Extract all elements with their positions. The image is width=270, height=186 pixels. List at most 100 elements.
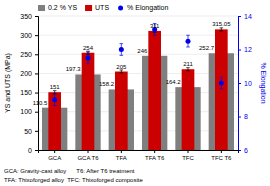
tick-label: 14 bbox=[244, 13, 252, 20]
tick: 8 bbox=[238, 113, 248, 120]
legend: 0.2 % YSUTS% Elongation bbox=[38, 4, 168, 12]
data-label: 164.2 bbox=[166, 79, 182, 85]
tick-mark bbox=[188, 150, 189, 153]
caption: GCA: Gravity-cast alloy T6: After T6 tre… bbox=[4, 168, 135, 174]
data-label: 158.2 bbox=[99, 81, 115, 87]
tick: 10 bbox=[238, 80, 252, 87]
tick: 100 bbox=[20, 108, 38, 115]
tick: TFA T6 bbox=[145, 150, 165, 161]
tick-label: GCA bbox=[48, 155, 61, 161]
data-label: 205 bbox=[116, 64, 127, 70]
grid-line bbox=[38, 73, 238, 74]
grid-line bbox=[38, 35, 238, 36]
tick-label: TFA T6 bbox=[145, 155, 165, 161]
error-bar bbox=[186, 35, 190, 47]
tick: 0 bbox=[28, 147, 38, 154]
error-bar bbox=[53, 91, 57, 94]
data-label: 211 bbox=[183, 61, 193, 67]
tick: 6 bbox=[238, 147, 248, 154]
data-label: 110.5 bbox=[33, 100, 48, 106]
tick: 14 bbox=[238, 13, 252, 20]
bar bbox=[182, 69, 195, 150]
tick-label: 0 bbox=[28, 147, 32, 154]
tick: GCA bbox=[48, 150, 61, 161]
data-label: 252.7 bbox=[199, 45, 215, 51]
bar-series bbox=[48, 29, 227, 150]
tick: TFA bbox=[116, 150, 127, 161]
tick-label: GCA T6 bbox=[77, 155, 99, 161]
y-axis-title: YS and UTS (MPa) bbox=[4, 53, 12, 113]
legend-label: % Elongation bbox=[127, 4, 168, 12]
tick-mark bbox=[238, 83, 241, 84]
tick-mark bbox=[35, 150, 38, 151]
tick: 150 bbox=[20, 89, 38, 96]
bar bbox=[148, 31, 161, 150]
error-bars bbox=[53, 24, 223, 106]
tick-mark bbox=[35, 93, 38, 94]
grid bbox=[38, 16, 238, 150]
y2-axis-title: % Elongation bbox=[259, 62, 267, 103]
tick: GCA T6 bbox=[77, 150, 99, 161]
tick-mark bbox=[121, 150, 122, 153]
data-label: 254 bbox=[83, 45, 94, 51]
bar-series bbox=[42, 53, 234, 150]
tick-mark bbox=[221, 150, 222, 153]
error-bar bbox=[120, 70, 124, 73]
error-bar bbox=[186, 68, 190, 71]
bar bbox=[215, 29, 228, 150]
tick-mark bbox=[154, 150, 155, 153]
tick-label: 300 bbox=[20, 32, 32, 39]
tick-label: 6 bbox=[244, 147, 248, 154]
data-labels: 110.5197.3158.2246164.2252.7151254205311… bbox=[33, 21, 231, 105]
data-label: 315.05 bbox=[212, 21, 231, 27]
bar bbox=[82, 53, 95, 150]
tick: TFC bbox=[182, 150, 194, 161]
tick-mark bbox=[35, 16, 38, 17]
axis-line bbox=[35, 17, 39, 151]
grid-line bbox=[38, 92, 238, 93]
tick-mark bbox=[238, 117, 241, 118]
x-axis: GCA GCA T6 TFA TFA T6 TFC TFC T6 bbox=[39, 150, 239, 161]
tick-mark bbox=[54, 150, 55, 153]
point-series bbox=[52, 27, 224, 102]
data-label: 246 bbox=[137, 48, 148, 54]
data-label: 151 bbox=[50, 84, 61, 90]
tick-label: 10 bbox=[244, 80, 252, 87]
tick-label: 12 bbox=[244, 46, 252, 53]
tick: 200 bbox=[20, 70, 38, 77]
error-bar bbox=[220, 77, 224, 89]
legend-swatch bbox=[85, 5, 92, 11]
y2-axis: 6 8 10 12 14 bbox=[238, 13, 252, 154]
tick-label: 350 bbox=[20, 13, 32, 20]
tick-label: TFA bbox=[116, 155, 127, 161]
axis-line bbox=[239, 17, 242, 151]
tick-mark bbox=[238, 16, 241, 17]
tick: 12 bbox=[238, 46, 252, 53]
tick-mark bbox=[35, 112, 38, 113]
tick-label: 250 bbox=[20, 51, 32, 58]
bar bbox=[48, 92, 61, 150]
legend-item: % Elongation bbox=[118, 4, 168, 12]
tick-mark bbox=[35, 131, 38, 132]
error-bar bbox=[86, 52, 90, 64]
bar bbox=[115, 72, 128, 150]
chart: 110.5197.3158.2246164.2252.7151254205311… bbox=[0, 0, 270, 186]
y-axis: 0 50 100 150 200 250 300 350 bbox=[20, 13, 38, 154]
grid-line bbox=[38, 16, 238, 17]
error-bar bbox=[53, 94, 57, 106]
tick-mark bbox=[35, 54, 38, 55]
data-label: 197.3 bbox=[66, 66, 82, 72]
tick: 350 bbox=[20, 13, 38, 20]
tick-mark bbox=[35, 73, 38, 74]
marks bbox=[42, 24, 234, 150]
tick: TFC T6 bbox=[211, 150, 232, 161]
tick-label: TFC T6 bbox=[211, 155, 232, 161]
grid-line bbox=[38, 111, 238, 112]
tick-label: 150 bbox=[20, 89, 32, 96]
tick: 250 bbox=[20, 51, 38, 58]
tick-mark bbox=[88, 150, 89, 153]
tick: 50 bbox=[24, 128, 38, 135]
legend-label: UTS bbox=[95, 4, 109, 11]
tick-label: 50 bbox=[24, 128, 32, 135]
tick-label: 100 bbox=[20, 108, 32, 115]
